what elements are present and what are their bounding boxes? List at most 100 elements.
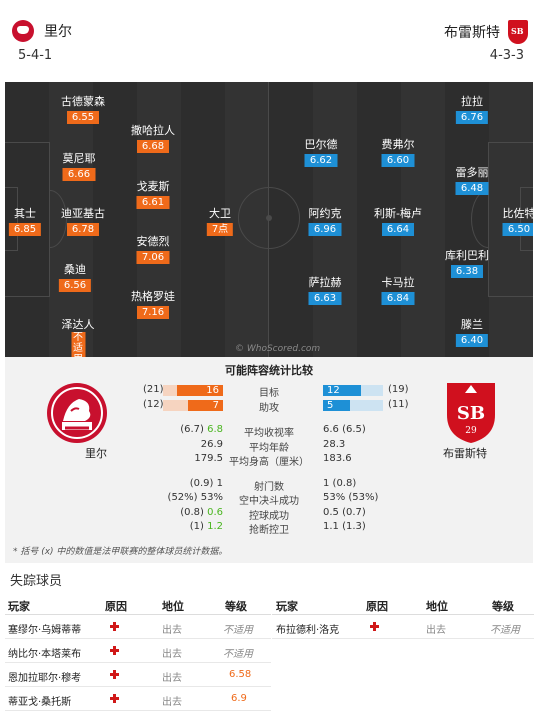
table-row[interactable]: 恩加拉耶尔·穆考 出去 6.58 [5,663,271,687]
player-name: 比佐特 [502,207,534,220]
home-value: (1) 1.2 [189,521,223,532]
player-rating: 6.85 [8,223,42,236]
player-away[interactable]: 雷多丽 6.48 [456,166,489,195]
home-value: 26.9 [200,439,223,450]
player-rating: 6.66 [62,168,96,181]
player-name: 撒哈拉人 [131,124,175,137]
player-away[interactable]: 阿约克 6.96 [309,207,342,236]
away-value: 0.5 (0.7) [323,507,366,518]
player-name: 莫尼耶 [62,152,96,165]
stat-label: 平均年龄 [249,443,289,454]
stat-row-goals: (21) 16 目标 12 (19) [5,384,533,399]
player-home[interactable]: 热格罗娃 7.16 [131,290,175,319]
player-away[interactable]: 费弗尔 6.60 [382,138,415,167]
injury-icon [370,622,379,631]
player-home[interactable]: 其士 6.85 [8,207,42,236]
stat-label: 抢断控卫 [249,525,289,536]
player-home[interactable]: 莫尼耶 6.66 [63,152,96,181]
player-rating: 6.48 [455,182,489,195]
injury-icon [110,670,119,679]
stat-label: 目标 [259,388,279,399]
missing-player-name[interactable]: 恩加拉耶尔·穆考 [8,673,82,684]
table-row[interactable]: 布拉德利·洛克 出去 不适用 [272,615,534,639]
away-assists-value: 5 [327,400,334,411]
away-value: 6.6 (6.5) [323,424,366,435]
player-name: 安德烈 [136,235,170,248]
table-row[interactable]: 蒂亚戈·桑托斯 出去 6.9 [5,687,271,711]
player-rating: 6.55 [66,111,100,124]
home-team[interactable]: 里尔 [12,20,72,42]
player-home[interactable]: 泽达人 不适用 [62,318,95,357]
home-goals-bar: 16 [163,385,223,396]
player-name: 拉拉 [460,95,483,108]
player-rating: 6.62 [304,154,338,167]
missing-player-name[interactable]: 蒂亚戈·桑托斯 [8,697,72,708]
home-value: (0.8) 0.6 [180,507,223,518]
away-assists-bar: 5 [323,400,383,411]
player-rating: 7.06 [136,251,170,264]
away-team[interactable]: 布雷斯特 [444,20,528,44]
lille-crest-icon [12,20,34,42]
away-value: 183.6 [323,453,352,464]
player-rating: 6.56 [58,279,92,292]
player-away[interactable]: 萨拉赫 6.63 [309,276,342,305]
col-status: 地位 [162,600,184,613]
away-value: 28.3 [323,439,346,450]
player-away[interactable]: 利斯-梅卢 6.64 [374,207,422,236]
player-rating: 6.96 [308,223,342,236]
missing-player-name[interactable]: 布拉德利·洛克 [276,625,340,636]
player-rating: 6.60 [381,154,415,167]
stats-title: 可能阵容统计比较 [225,364,313,377]
player-away[interactable]: 滕兰 6.40 [455,318,489,347]
home-missing-table: 玩家 原因 地位 等级 塞缪尔·乌姆蒂蒂 出去 不适用 纳比尔·本塔莱布 出去 … [5,593,271,711]
injury-icon [110,622,119,631]
player-name: 迪亚基古 [61,207,105,220]
table-row[interactable]: 塞缪尔·乌姆蒂蒂 出去 不适用 [5,615,271,639]
stat-row-assists: (12) 7 助攻 5 (11) [5,399,533,414]
stat-label: 助攻 [259,403,279,414]
player-home[interactable]: 古德蒙森 6.55 [61,95,105,124]
home-team-name: 里尔 [44,24,72,40]
missing-player-name[interactable]: 纳比尔·本塔莱布 [8,649,82,660]
player-name: 萨拉赫 [308,276,342,289]
away-value: 53% (53%) [323,492,379,503]
player-home[interactable]: 撒哈拉人 6.68 [131,124,175,153]
player-rating: 6.40 [455,334,489,347]
away-goals-value: 12 [327,385,340,396]
footnote: * 括号 (x) 中的数值是法甲联赛的整体球员统计数据。 [13,547,228,557]
home-assists-bar: 7 [163,400,223,411]
home-formation: 5-4-1 [18,48,53,63]
table-row[interactable]: 纳比尔·本塔莱布 出去 不适用 [5,639,271,663]
away-label: 布雷斯特 [443,447,487,460]
away-formation: 4-3-3 [489,48,524,63]
player-name: 古德蒙森 [61,95,105,108]
player-home[interactable]: 桑迪 6.56 [58,263,92,292]
player-away[interactable]: 巴尔德 6.62 [305,138,338,167]
col-reason: 原因 [366,600,388,613]
player-rating: 6.64 [381,223,415,236]
watermark: © WhoScored.com [235,344,321,354]
missing-status: 出去 [162,673,182,684]
player-away[interactable]: 拉拉 6.76 [455,95,489,124]
stat-row: (1) 1.2 抢断控卫 1.1 (1.3) [5,521,533,536]
player-name: 热格罗娃 [131,290,175,303]
player-home[interactable]: 安德烈 7.06 [137,235,170,264]
missing-player-name[interactable]: 塞缪尔·乌姆蒂蒂 [8,625,82,636]
player-rating: 7.16 [136,306,170,319]
home-value: (6.7) 6.8 [180,424,223,435]
player-name: 卡马拉 [381,276,415,289]
player-away[interactable]: 卡马拉 6.84 [382,276,415,305]
col-status: 地位 [426,600,448,613]
player-rating: 6.68 [136,140,170,153]
missing-rating: 不适用 [223,649,253,660]
player-home[interactable]: 戈麦斯 6.61 [137,180,170,209]
col-reason: 原因 [105,600,127,613]
player-name: 阿约克 [308,207,342,220]
player-rating: 7点 [206,223,234,236]
player-home[interactable]: 大卫 7点 [206,207,234,236]
player-away[interactable]: 比佐特 6.50 [502,207,534,236]
player-away[interactable]: 库利巴利 6.38 [445,249,489,278]
player-rating: 不适用 [71,332,85,357]
player-home[interactable]: 迪亚基古 6.78 [61,207,105,236]
col-rating: 等级 [225,600,247,613]
